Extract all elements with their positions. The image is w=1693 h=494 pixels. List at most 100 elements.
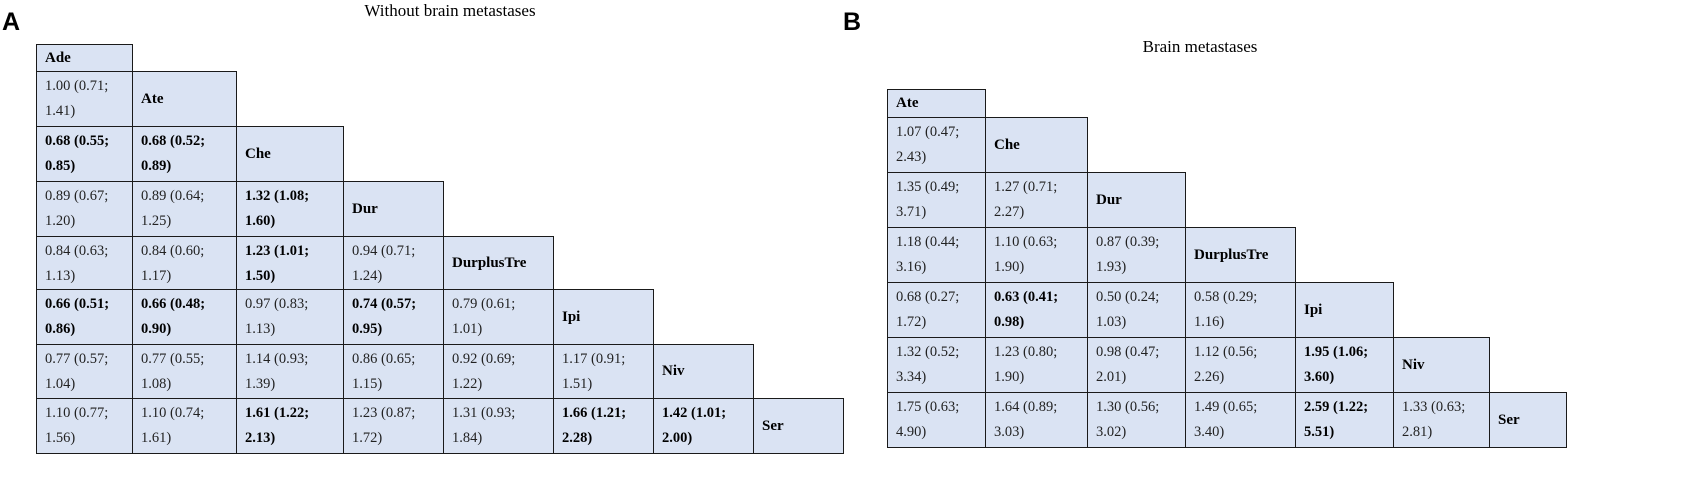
estimate-cell: 1.17 (0.91;1.51)	[553, 344, 654, 399]
estimate-cell: 0.68 (0.55;0.85)	[36, 126, 133, 182]
interval-line: 0.86)	[45, 317, 126, 342]
interval-line: 1.90)	[994, 365, 1081, 390]
interval-line: 1.50)	[245, 264, 337, 289]
interval-line: 3.02)	[1096, 420, 1179, 445]
estimate-cell: 1.66 (1.21;2.28)	[553, 398, 654, 454]
interval-line: 3.16)	[896, 255, 979, 280]
interval-line: 3.40)	[1194, 420, 1289, 445]
estimate-cell: 1.10 (0.63;1.90)	[985, 227, 1088, 283]
estimate-cell: 1.35 (0.49;3.71)	[887, 172, 986, 228]
estimate-cell: 1.31 (0.93;1.84)	[443, 398, 554, 454]
estimate-line: 0.84 (0.60;	[141, 239, 230, 264]
treatment-header: Ser	[1489, 392, 1567, 448]
treatment-label: DurplusTre	[1194, 243, 1268, 268]
estimate-cell: 1.75 (0.63;4.90)	[887, 392, 986, 448]
estimate-line: 0.94 (0.71;	[352, 239, 437, 264]
treatment-header: Dur	[1087, 172, 1186, 228]
estimate-cell: 0.89 (0.64;1.25)	[132, 181, 237, 237]
treatment-header: Ser	[753, 398, 844, 454]
interval-line: 1.15)	[352, 372, 437, 397]
estimate-line: 1.30 (0.56;	[1096, 395, 1179, 420]
estimate-line: 0.74 (0.57;	[352, 292, 437, 317]
interval-line: 1.17)	[141, 264, 230, 289]
estimate-cell: 1.30 (0.56;3.02)	[1087, 392, 1186, 448]
treatment-label: Ade	[45, 46, 71, 71]
interval-line: 2.01)	[1096, 365, 1179, 390]
panel-letter: A	[2, 8, 20, 37]
estimate-line: 1.23 (0.80;	[994, 340, 1081, 365]
estimate-line: 1.75 (0.63;	[896, 395, 979, 420]
estimate-cell: 1.14 (0.93;1.39)	[236, 344, 344, 399]
estimate-line: 1.66 (1.21;	[562, 401, 647, 426]
estimate-cell: 0.92 (0.69;1.22)	[443, 344, 554, 399]
estimate-cell: 1.49 (0.65;3.40)	[1185, 392, 1296, 448]
interval-line: 1.90)	[994, 255, 1081, 280]
estimate-line: 1.17 (0.91;	[562, 347, 647, 372]
estimate-line: 1.95 (1.06;	[1304, 340, 1387, 365]
estimate-cell: 0.63 (0.41;0.98)	[985, 282, 1088, 338]
interval-line: 1.25)	[141, 209, 230, 234]
interval-line: 1.22)	[452, 372, 547, 397]
estimate-line: 1.12 (0.56;	[1194, 340, 1289, 365]
estimate-cell: 0.79 (0.61;1.01)	[443, 289, 554, 345]
treatment-header: DurplusTre	[443, 236, 554, 290]
estimate-line: 0.84 (0.63;	[45, 239, 126, 264]
treatment-label: Ipi	[1304, 298, 1322, 323]
treatment-header: Ipi	[553, 289, 654, 345]
estimate-line: 1.18 (0.44;	[896, 230, 979, 255]
estimate-cell: 0.89 (0.67;1.20)	[36, 181, 133, 237]
interval-line: 1.72)	[352, 426, 437, 451]
interval-line: 1.72)	[896, 310, 979, 335]
estimate-line: 1.23 (0.87;	[352, 401, 437, 426]
estimate-line: 1.10 (0.63;	[994, 230, 1081, 255]
interval-line: 1.08)	[141, 372, 230, 397]
estimate-line: 1.49 (0.65;	[1194, 395, 1289, 420]
estimate-cell: 0.86 (0.65;1.15)	[343, 344, 444, 399]
estimate-line: 1.61 (1.22;	[245, 401, 337, 426]
treatment-header: Ade	[36, 44, 133, 72]
estimate-line: 0.68 (0.27;	[896, 285, 979, 310]
interval-line: 1.01)	[452, 317, 547, 342]
estimate-line: 1.32 (0.52;	[896, 340, 979, 365]
estimate-line: 1.27 (0.71;	[994, 175, 1081, 200]
interval-line: 4.90)	[896, 420, 979, 445]
interval-line: 0.90)	[141, 317, 230, 342]
estimate-line: 0.86 (0.65;	[352, 347, 437, 372]
estimate-cell: 0.50 (0.24;1.03)	[1087, 282, 1186, 338]
interval-line: 0.85)	[45, 154, 126, 179]
interval-line: 0.98)	[994, 310, 1081, 335]
interval-line: 2.00)	[662, 426, 747, 451]
treatment-label: Ser	[1498, 408, 1520, 433]
estimate-line: 0.79 (0.61;	[452, 292, 547, 317]
interval-line: 1.13)	[45, 264, 126, 289]
estimate-cell: 0.58 (0.29;1.16)	[1185, 282, 1296, 338]
estimate-cell: 0.84 (0.63;1.13)	[36, 236, 133, 290]
estimate-cell: 1.27 (0.71;2.27)	[985, 172, 1088, 228]
estimate-line: 0.77 (0.55;	[141, 347, 230, 372]
estimate-line: 0.89 (0.64;	[141, 184, 230, 209]
estimate-line: 0.66 (0.48;	[141, 292, 230, 317]
treatment-label: Dur	[1096, 188, 1122, 213]
estimate-cell: 1.12 (0.56;2.26)	[1185, 337, 1296, 393]
treatment-header: Niv	[653, 344, 754, 399]
estimate-cell: 1.10 (0.77;1.56)	[36, 398, 133, 454]
estimate-line: 1.00 (0.71;	[45, 74, 126, 99]
estimate-line: 1.35 (0.49;	[896, 175, 979, 200]
interval-line: 0.89)	[141, 154, 230, 179]
treatment-header: Dur	[343, 181, 444, 237]
estimate-cell: 1.23 (0.87;1.72)	[343, 398, 444, 454]
interval-line: 3.60)	[1304, 365, 1387, 390]
interval-line: 2.81)	[1402, 420, 1483, 445]
estimate-line: 1.14 (0.93;	[245, 347, 337, 372]
interval-line: 5.51)	[1304, 420, 1387, 445]
treatment-label: Niv	[1402, 353, 1425, 378]
estimate-line: 1.10 (0.77;	[45, 401, 126, 426]
treatment-label: Niv	[662, 359, 685, 384]
estimate-cell: 2.59 (1.22;5.51)	[1295, 392, 1394, 448]
panel-title: Without brain metastases	[300, 1, 600, 21]
interval-line: 1.84)	[452, 426, 547, 451]
estimate-line: 1.10 (0.74;	[141, 401, 230, 426]
estimate-line: 0.68 (0.52;	[141, 129, 230, 154]
estimate-line: 1.31 (0.93;	[452, 401, 547, 426]
interval-line: 2.43)	[896, 145, 979, 170]
